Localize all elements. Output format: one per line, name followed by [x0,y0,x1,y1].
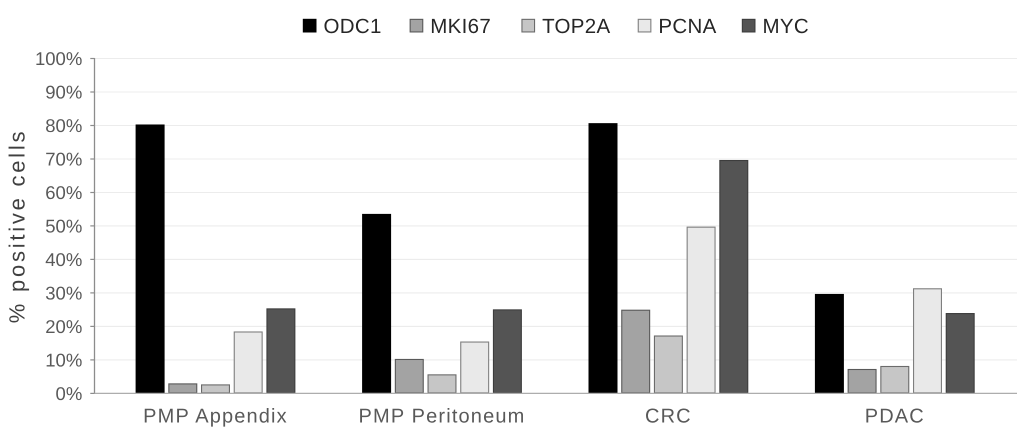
svg-text:20%: 20% [45,316,82,337]
svg-text:100%: 100% [35,48,82,69]
svg-text:70%: 70% [45,148,82,169]
svg-text:TOP2A: TOP2A [542,15,610,38]
svg-text:60%: 60% [45,182,82,203]
svg-text:PDAC: PDAC [865,406,925,428]
svg-text:CRC: CRC [645,406,692,428]
svg-text:10%: 10% [45,349,82,370]
svg-text:PCNA: PCNA [658,15,716,38]
svg-text:MKI67: MKI67 [430,15,491,38]
svg-text:90%: 90% [45,81,82,102]
svg-text:30%: 30% [45,282,82,303]
svg-text:MYC: MYC [763,15,809,38]
svg-text:% positive cells: % positive cells [5,129,30,323]
svg-text:80%: 80% [45,115,82,136]
svg-text:PMP Appendix: PMP Appendix [143,406,288,428]
svg-text:PMP Peritoneum: PMP Peritoneum [359,406,526,428]
svg-text:50%: 50% [45,215,82,236]
svg-text:40%: 40% [45,249,82,270]
svg-text:0%: 0% [56,383,83,404]
svg-text:ODC1: ODC1 [324,15,382,38]
